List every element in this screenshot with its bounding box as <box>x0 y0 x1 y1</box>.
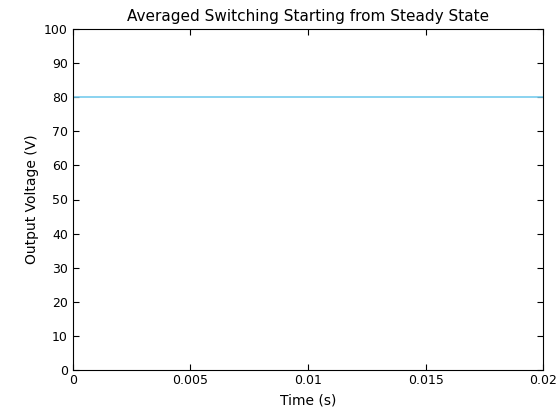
Y-axis label: Output Voltage (V): Output Voltage (V) <box>25 135 39 264</box>
Title: Averaged Switching Starting from Steady State: Averaged Switching Starting from Steady … <box>127 9 489 24</box>
X-axis label: Time (s): Time (s) <box>280 393 336 407</box>
